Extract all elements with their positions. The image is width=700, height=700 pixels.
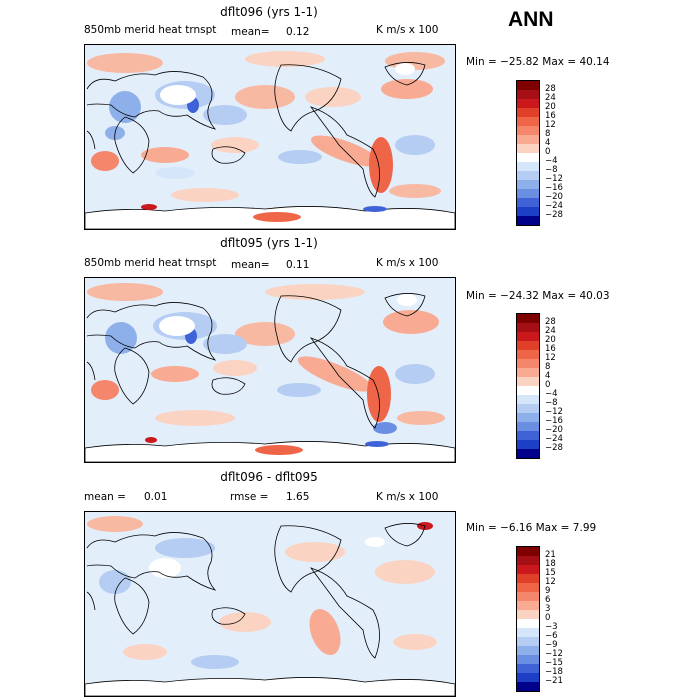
colorbar-tick-label: 9 (545, 586, 551, 596)
panel-1-colorbar-ramp (516, 80, 540, 226)
colorbar-tick-label: 21 (545, 550, 556, 560)
colorbar-tick-label: 16 (545, 344, 556, 354)
colorbar-tick-label: 28 (545, 84, 556, 94)
panel-3-rmse-label: rmse = (230, 491, 269, 503)
panel-2-variable-label: 850mb merid heat trnspt (84, 257, 217, 269)
panel-2-units: K m/s x 100 (376, 257, 439, 269)
panel-2-colorbar-ramp (516, 313, 540, 459)
colorbar-tick-label: 28 (545, 317, 556, 327)
colorbar-tick-label: 4 (545, 371, 551, 381)
panel-2-map (84, 277, 456, 463)
colorbar-tick-label: −18 (545, 667, 563, 677)
colorbar-tick-label: 20 (545, 102, 556, 112)
panel-3-map (84, 511, 456, 697)
colorbar-tick-label: 0 (545, 380, 551, 390)
colorbar-tick-label: 18 (545, 559, 556, 569)
panel-3-mean-label: mean = (84, 491, 126, 503)
panel-2-mean-label: mean= (231, 259, 270, 271)
colorbar-tick-label: 8 (545, 362, 551, 372)
colorbar-tick-label: −24 (545, 201, 563, 211)
colorbar-tick-label: 12 (545, 353, 556, 363)
colorbar-tick-label: −21 (545, 676, 563, 686)
panel-1-variable-label: 850mb merid heat trnspt (84, 24, 217, 36)
panel-1-minmax: Min = −25.82 Max = 40.14 (466, 56, 610, 68)
colorbar-tick-label: 6 (545, 595, 551, 605)
colorbar-tick-label: 12 (545, 577, 556, 587)
colorbar-tick-label: −3 (545, 622, 558, 632)
colorbar-tick-label: −6 (545, 631, 558, 641)
colorbar-tick-label: −16 (545, 416, 563, 426)
panel-1-mean-label: mean= (231, 26, 270, 38)
panel-1-title: dflt096 (yrs 1-1) (220, 5, 318, 19)
colorbar-tick-label: −8 (545, 165, 558, 175)
colorbar-tick-label: 24 (545, 326, 556, 336)
panel-2-title: dflt095 (yrs 1-1) (220, 236, 318, 250)
colorbar-tick-label: −8 (545, 398, 558, 408)
colorbar-tick-label: 0 (545, 613, 551, 623)
colorbar-tick-label: −20 (545, 192, 563, 202)
colorbar-tick-label: −28 (545, 210, 563, 220)
colorbar-tick-label: −24 (545, 434, 563, 444)
colorbar-tick-label: 8 (545, 129, 551, 139)
panel-1-map (84, 44, 456, 230)
panel-1-mean-value: 0.12 (286, 26, 310, 38)
colorbar-tick-label: −4 (545, 156, 558, 166)
colorbar-tick-label: 0 (545, 147, 551, 157)
panel-2-minmax: Min = −24.32 Max = 40.03 (466, 290, 610, 302)
colorbar-tick-label: −15 (545, 658, 563, 668)
colorbar-tick-label: −12 (545, 174, 563, 184)
panel-1-units: K m/s x 100 (376, 24, 439, 36)
panel-3-title: dflt096 - dflt095 (220, 470, 318, 484)
colorbar-tick-label: −12 (545, 407, 563, 417)
panel-2-mean-value: 0.11 (286, 259, 310, 271)
colorbar-tick-label: −28 (545, 443, 563, 453)
panel-3-rmse-value: 1.65 (286, 491, 310, 503)
colorbar-tick-label: −16 (545, 183, 563, 193)
colorbar-tick-label: −4 (545, 389, 558, 399)
colorbar-tick-label: −20 (545, 425, 563, 435)
colorbar-tick-label: 24 (545, 93, 556, 103)
colorbar-tick-label: −9 (545, 640, 558, 650)
colorbar-tick-label: −12 (545, 649, 563, 659)
panel-3-mean-value: 0.01 (144, 491, 168, 503)
panel-3-colorbar-ramp (516, 546, 540, 692)
colorbar-tick-label: 12 (545, 120, 556, 130)
panel-3-units: K m/s x 100 (376, 491, 439, 503)
colorbar-tick-label: 15 (545, 568, 556, 578)
season-label: ANN (508, 8, 554, 31)
panel-3-minmax: Min = −6.16 Max = 7.99 (466, 522, 597, 534)
colorbar-tick-label: 20 (545, 335, 556, 345)
colorbar-tick-label: 4 (545, 138, 551, 148)
colorbar-tick-label: 16 (545, 111, 556, 121)
colorbar-tick-label: 3 (545, 604, 551, 614)
